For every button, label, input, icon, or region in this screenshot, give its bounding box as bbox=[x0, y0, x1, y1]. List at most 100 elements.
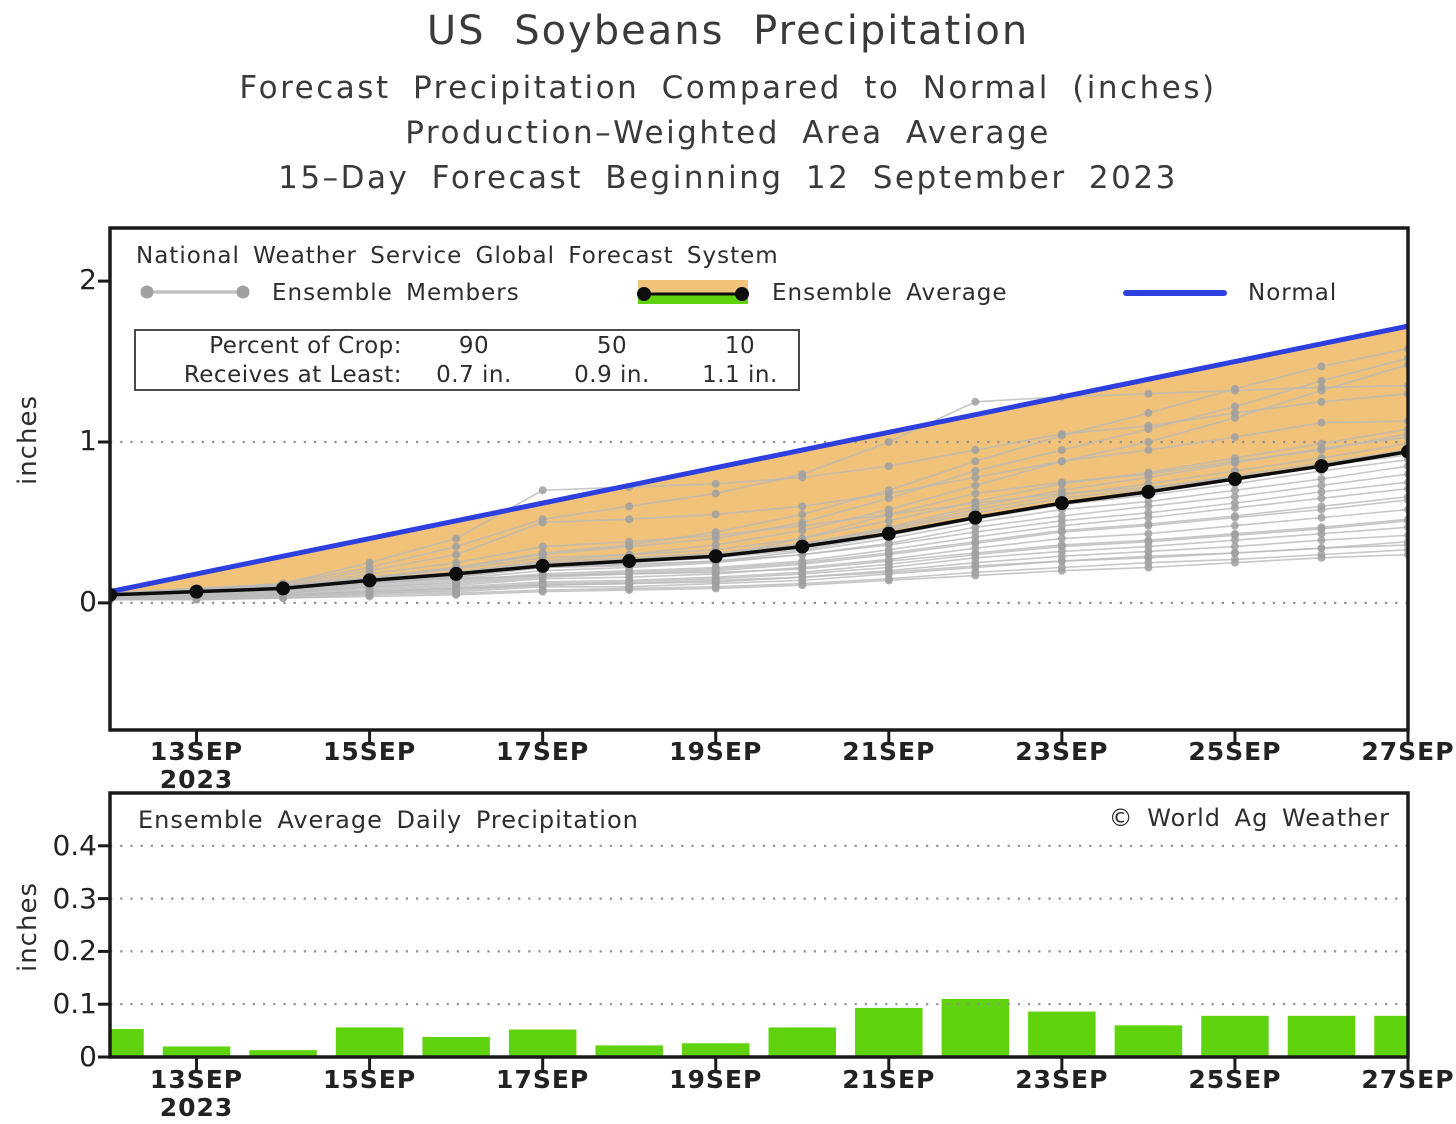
daily-precip-bar bbox=[1374, 1015, 1407, 1056]
ensemble-member-dot bbox=[1144, 425, 1153, 434]
ensemble-member-dot bbox=[884, 516, 893, 525]
ensemble-member-dot bbox=[538, 571, 547, 580]
ensemble-member-dot bbox=[1230, 542, 1239, 551]
ensemble-member-dot bbox=[452, 558, 461, 567]
ensemble-member-line bbox=[111, 520, 1407, 601]
crop-box-row1-label: Percent of Crop: bbox=[209, 332, 402, 359]
ensemble-member-dot bbox=[1230, 402, 1239, 411]
ensemble-member-dot bbox=[1057, 534, 1066, 543]
ensemble-member-dot bbox=[971, 550, 980, 559]
ensemble-member-dot bbox=[1230, 486, 1239, 495]
ensemble-member-line bbox=[111, 544, 1407, 599]
ensemble-member-line bbox=[111, 454, 1407, 595]
ensemble-member-dot bbox=[1144, 552, 1153, 561]
ensemble-member-dot bbox=[1317, 475, 1326, 483]
bottom-x-tick-label: 19SEP bbox=[669, 1065, 763, 1094]
ensemble-member-dot bbox=[798, 521, 807, 530]
ensemble-member-dot bbox=[1144, 529, 1153, 538]
top-x-tick-label: 15SEP bbox=[322, 737, 417, 766]
ensemble-member-dot bbox=[1317, 386, 1326, 395]
top-chart-frame bbox=[108, 226, 1410, 732]
ensemble-member-dot bbox=[711, 584, 720, 593]
ensemble-member-dot bbox=[625, 515, 634, 524]
page-title: US Soybeans Precipitation bbox=[426, 8, 1030, 54]
ensemble-member-dot bbox=[1230, 558, 1239, 567]
ensemble-member-dot bbox=[971, 481, 980, 490]
ensemble-member-dot bbox=[1057, 457, 1066, 466]
bottom-y-tick-label: 0.3 bbox=[52, 881, 97, 915]
top-y-tick-label: 1 bbox=[79, 423, 97, 457]
ensemble-average-dot bbox=[968, 510, 983, 525]
ensemble-member-dot bbox=[1230, 549, 1239, 558]
bottom-y-tick-label: 0.1 bbox=[52, 987, 97, 1021]
ensemble-member-dot bbox=[625, 537, 634, 546]
bottom-y-tick-label: 0 bbox=[79, 1040, 97, 1073]
ensemble-member-dot bbox=[884, 576, 893, 585]
daily-precip-bar bbox=[422, 1036, 490, 1056]
ensemble-member-dot bbox=[884, 510, 893, 519]
ensemble-member-dot bbox=[625, 568, 634, 577]
ensemble-member-line bbox=[111, 487, 1407, 598]
top-x-tick-label: 27SEP bbox=[1361, 737, 1455, 766]
daily-precip-bar bbox=[111, 1029, 144, 1056]
crop-box-row2-label: Receives at Least: bbox=[183, 361, 402, 388]
legend-average-dot bbox=[735, 287, 749, 301]
ensemble-member-dot bbox=[1317, 494, 1326, 503]
ensemble-average-dot bbox=[276, 581, 291, 596]
daily-precip-bar bbox=[855, 1007, 923, 1056]
ensemble-member-dot bbox=[1144, 497, 1153, 506]
bottom-chart-y-axis-label: inches bbox=[13, 881, 43, 973]
ensemble-member-dot bbox=[711, 540, 720, 549]
ensemble-member-dot bbox=[1230, 492, 1239, 501]
ensemble-member-dot bbox=[971, 397, 980, 406]
ensemble-member-dot bbox=[971, 473, 980, 482]
crop-box-amount-90: 0.7 in. bbox=[436, 361, 512, 388]
ensemble-member-line bbox=[111, 534, 1407, 601]
ensemble-member-dot bbox=[971, 571, 980, 580]
bottom-chart-frame bbox=[108, 791, 1410, 1059]
crop-box-amount-50: 0.9 in. bbox=[574, 361, 650, 388]
ensemble-member-dot bbox=[971, 446, 980, 455]
ensemble-average-dot bbox=[795, 539, 810, 554]
daily-precip-bar bbox=[508, 1029, 577, 1056]
bottom-x-tick-label: 23SEP bbox=[1015, 1065, 1109, 1094]
ensemble-member-dot bbox=[884, 437, 893, 446]
bottom-x-tick-label: 17SEP bbox=[496, 1065, 590, 1094]
ensemble-member-dot bbox=[798, 502, 807, 511]
daily-precip-bar bbox=[595, 1045, 663, 1056]
ensemble-average-dot bbox=[1054, 496, 1069, 511]
ensemble-member-dot bbox=[711, 489, 720, 498]
ensemble-member-line bbox=[111, 496, 1407, 599]
ensemble-member-dot bbox=[1144, 508, 1153, 517]
ensemble-member-dot bbox=[538, 486, 547, 495]
ensemble-member-dot bbox=[1317, 513, 1326, 522]
legend-average-band-green bbox=[638, 294, 748, 304]
page-subtitle-3: 15–Day Forecast Beginning 12 September 2… bbox=[278, 160, 1178, 196]
ensemble-member-dot bbox=[1057, 526, 1066, 535]
bottom-x-tick-label: 21SEP bbox=[842, 1065, 936, 1094]
ensemble-member-dot bbox=[1144, 563, 1153, 572]
ensemble-member-dot bbox=[884, 568, 893, 577]
ensemble-member-dot bbox=[365, 587, 374, 596]
ensemble-member-dot bbox=[1230, 521, 1239, 530]
ensemble-member-dot bbox=[971, 499, 980, 508]
top-y-tick-label: 2 bbox=[79, 263, 97, 297]
ensemble-member-line bbox=[111, 553, 1407, 601]
ensemble-member-dot bbox=[1230, 512, 1239, 521]
ensemble-member-dot bbox=[1317, 481, 1326, 490]
daily-precip-bar bbox=[1201, 1015, 1269, 1056]
daily-precip-bar bbox=[1287, 1015, 1356, 1056]
ensemble-member-dot bbox=[971, 561, 980, 570]
ensemble-member-dot bbox=[1057, 557, 1066, 566]
ensemble-member-dot bbox=[971, 489, 980, 498]
ensemble-member-dot bbox=[538, 542, 547, 551]
ensemble-member-line bbox=[111, 420, 1407, 596]
ensemble-member-dot bbox=[711, 479, 720, 488]
ensemble-member-dot bbox=[1317, 553, 1326, 562]
ensemble-member-dot bbox=[1317, 544, 1326, 553]
page-subtitle-2: Production–Weighted Area Average bbox=[405, 115, 1051, 151]
ensemble-member-line bbox=[111, 393, 1407, 596]
ensemble-member-dot bbox=[1317, 376, 1326, 385]
ensemble-average-dot bbox=[111, 587, 117, 602]
